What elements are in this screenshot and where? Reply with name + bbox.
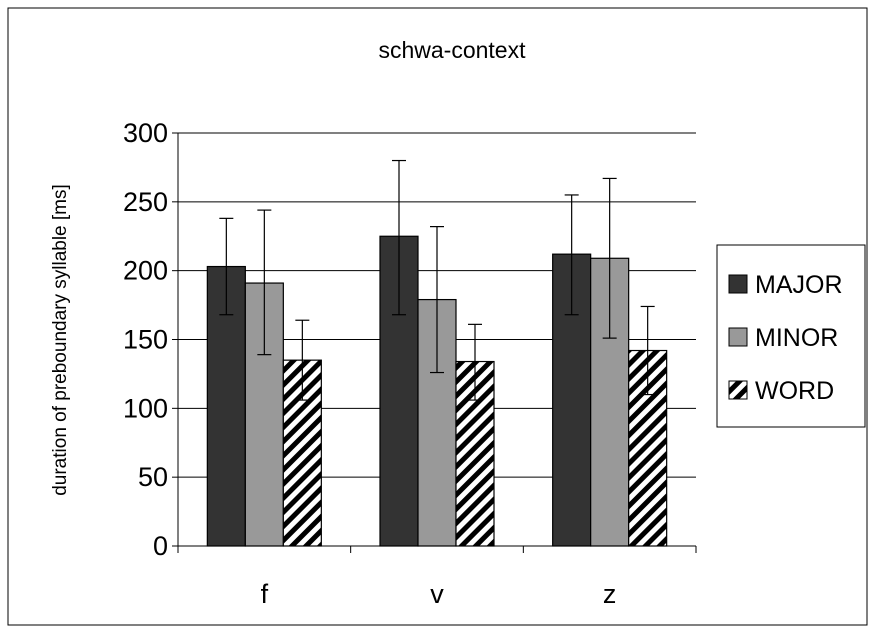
legend-swatch-major [728,274,748,294]
plot-area: 0 50 100 150 200 250 300 f v z [123,118,697,609]
y-tick-label: 300 [123,118,168,148]
x-tick-label: v [430,579,444,609]
y-tick-label: 200 [123,256,168,286]
legend-label-minor: MINOR [755,324,838,352]
legend-label-major: MAJOR [755,271,843,299]
legend-swatch-minor [728,327,748,347]
x-tick-label: z [603,579,617,609]
y-axis-label: duration of preboundary syllable [ms] [50,184,71,496]
legend-label-word: WORD [755,377,834,405]
y-tick-label: 100 [123,393,168,423]
legend-swatch-word [728,380,748,400]
y-tick-label: 150 [123,325,168,355]
x-tick-label: f [261,579,269,609]
legend: MAJOR MINOR WORD [716,244,866,428]
y-tick-label: 250 [123,187,168,217]
y-tick-label: 0 [153,531,168,561]
chart-title: schwa-context [378,37,526,63]
y-tick-label: 50 [138,462,168,492]
